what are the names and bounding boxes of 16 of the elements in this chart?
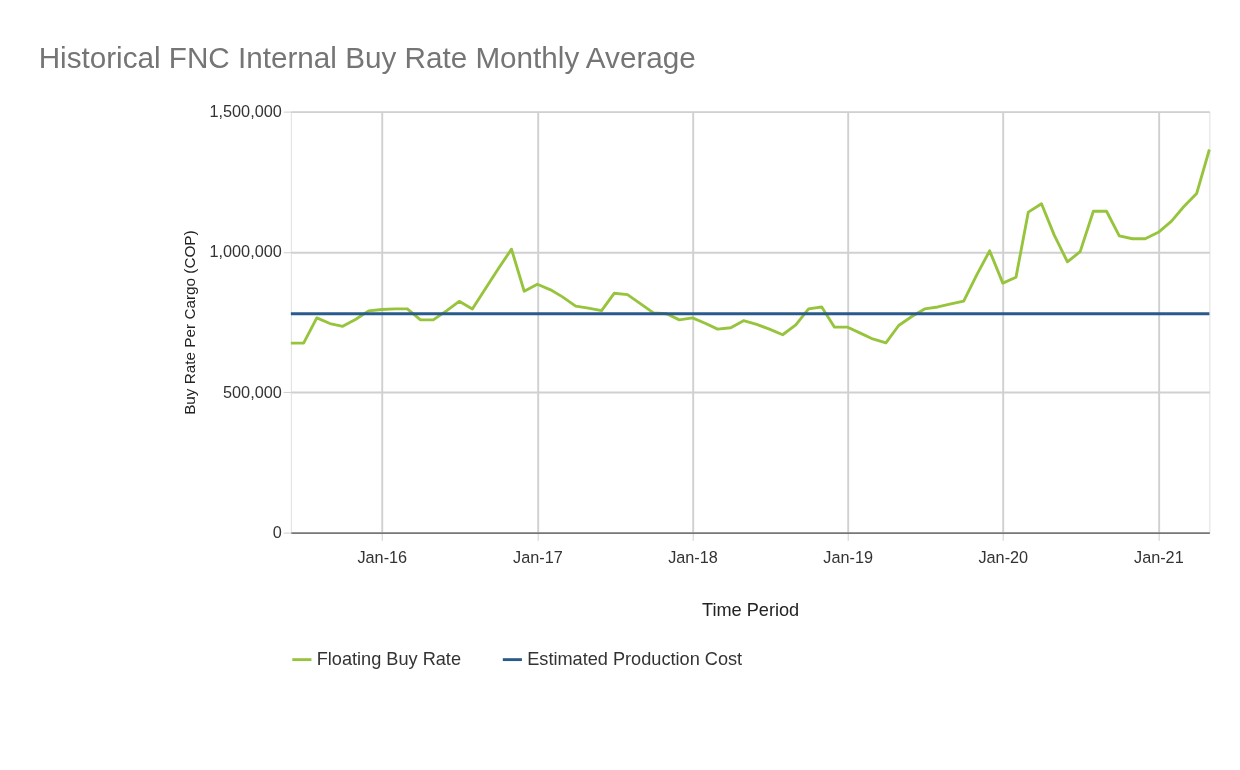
x-tick-label: Jan-20 (978, 547, 1029, 566)
y-tick-label: 500,000 (223, 382, 282, 401)
chart-title: Historical FNC Internal Buy Rate Monthly Average (38, 40, 696, 74)
legend-label: Floating Buy Rate (316, 649, 462, 670)
y-tick-label: 1,000,000 (209, 242, 282, 261)
y-axis-title: Buy Rate Per Cargo (COP) (181, 230, 199, 415)
x-tick-label: Jan-16 (357, 547, 408, 566)
x-axis-title: Time Period (702, 600, 800, 621)
y-tick-label: 1,500,000 (209, 101, 282, 120)
x-tick-label: Jan-18 (668, 547, 718, 566)
y-tick-label: 0 (272, 522, 282, 541)
legend-label: Estimated Production Cost (527, 649, 743, 670)
x-tick-label: Jan-19 (823, 547, 873, 566)
x-tick-label: Jan-17 (513, 547, 563, 566)
line-series (289, 148, 1211, 345)
x-tick-label: Jan-21 (1134, 547, 1184, 566)
